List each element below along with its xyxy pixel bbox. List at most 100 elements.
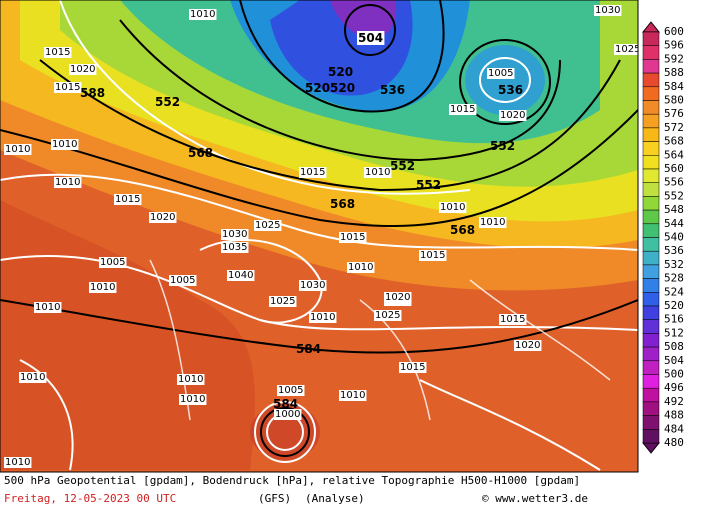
label-box bbox=[114, 194, 142, 205]
label-box bbox=[179, 394, 207, 405]
scale-label: 516 bbox=[664, 313, 684, 326]
scale-label: 564 bbox=[664, 148, 684, 161]
scale-box bbox=[642, 168, 660, 183]
scale-label: 584 bbox=[664, 80, 684, 93]
footer-run: (Analyse) bbox=[305, 492, 365, 505]
scale-label: 536 bbox=[664, 244, 684, 257]
scale-label: 480 bbox=[664, 436, 684, 449]
geopotential-label: 552 bbox=[490, 139, 515, 153]
scale-box bbox=[642, 278, 660, 293]
label-box bbox=[299, 280, 327, 291]
label-box bbox=[487, 68, 515, 79]
label-box bbox=[374, 310, 402, 321]
map-frame bbox=[0, 0, 639, 473]
scale-box bbox=[642, 209, 660, 225]
scale-box bbox=[642, 292, 660, 307]
scale-box bbox=[642, 250, 660, 266]
geopotential-label: 584 bbox=[273, 397, 298, 411]
scale-label: 524 bbox=[664, 285, 684, 298]
footer-credit: © www.wetter3.de bbox=[482, 492, 588, 505]
label-box bbox=[44, 47, 72, 58]
pressure-label: 1030 bbox=[222, 229, 247, 240]
geopotential-label: 588 bbox=[80, 86, 105, 100]
scale-label: 500 bbox=[664, 368, 684, 381]
scale-box bbox=[642, 182, 660, 197]
scale-box bbox=[642, 196, 660, 211]
scale-label: 552 bbox=[664, 189, 684, 202]
scale-label: 592 bbox=[664, 52, 684, 65]
label-box bbox=[69, 64, 97, 75]
pressure-label: 1015 bbox=[400, 362, 425, 373]
scale-box bbox=[642, 237, 660, 252]
scale-box bbox=[642, 113, 660, 129]
pressure-label: 1015 bbox=[450, 104, 475, 115]
pressure-label: 1005 bbox=[278, 385, 303, 396]
pressure-label: 1030 bbox=[595, 5, 620, 16]
scale-arrow-bottom bbox=[641, 442, 661, 454]
scale-label: 508 bbox=[664, 340, 684, 353]
footer-model: (GFS) bbox=[258, 492, 291, 505]
scale-label: 568 bbox=[664, 135, 684, 148]
geopotential-label: 536 bbox=[498, 83, 523, 97]
pressure-label: 1010 bbox=[90, 282, 115, 293]
scale-label: 580 bbox=[664, 94, 684, 107]
label-box bbox=[277, 385, 305, 396]
scale-box bbox=[642, 360, 660, 375]
scale-box bbox=[642, 31, 660, 46]
pressure-label: 1020 bbox=[70, 64, 95, 75]
color-scale: 6005965925885845805765725685645605565525… bbox=[641, 21, 684, 454]
scale-box bbox=[642, 45, 660, 60]
label-box bbox=[89, 282, 117, 293]
pressure-label: 1010 bbox=[55, 177, 80, 188]
pressure-label: 1010 bbox=[5, 457, 30, 468]
label-box bbox=[339, 390, 367, 401]
label-box bbox=[357, 31, 385, 45]
scale-label: 588 bbox=[664, 66, 684, 79]
label-box bbox=[54, 177, 82, 188]
label-box bbox=[514, 340, 542, 351]
scale-arrow-top bbox=[641, 21, 661, 33]
pressure-label: 1040 bbox=[228, 270, 253, 281]
pressure-label: 1005 bbox=[488, 68, 513, 79]
scale-label: 504 bbox=[664, 354, 684, 367]
pressure-label: 1015 bbox=[115, 194, 140, 205]
label-box bbox=[54, 82, 82, 93]
label-box bbox=[439, 202, 467, 213]
pressure-label: 1010 bbox=[20, 372, 45, 383]
label-box bbox=[449, 104, 477, 115]
pressure-label: 1015 bbox=[300, 167, 325, 178]
pressure-label: 1010 bbox=[5, 144, 30, 155]
scale-label: 488 bbox=[664, 409, 684, 422]
scale-label: 560 bbox=[664, 162, 684, 175]
pressure-label: 1020 bbox=[500, 110, 525, 121]
scale-box bbox=[642, 333, 660, 348]
pressure-label: 1025 bbox=[615, 44, 640, 55]
geopotential-label: 552 bbox=[416, 178, 441, 192]
pressure-label: 1015 bbox=[420, 250, 445, 261]
scale-label: 496 bbox=[664, 381, 684, 394]
label-box bbox=[254, 220, 282, 231]
pressure-label: 1025 bbox=[375, 310, 400, 321]
label-box bbox=[227, 270, 255, 281]
scale-label: 492 bbox=[664, 395, 684, 408]
pressure-label: 1005 bbox=[170, 275, 195, 286]
geopotential-label: 520 bbox=[328, 65, 353, 79]
scale-box bbox=[642, 319, 660, 334]
label-box bbox=[384, 292, 412, 303]
footer-description: 500 hPa Geopotential [gpdam], Bodendruck… bbox=[4, 474, 580, 487]
label-box bbox=[221, 242, 249, 253]
label-box bbox=[51, 139, 79, 150]
pressure-label: 1020 bbox=[385, 292, 410, 303]
scale-label: 512 bbox=[664, 326, 684, 339]
pressure-label: 1030 bbox=[300, 280, 325, 291]
scale-label: 548 bbox=[664, 203, 684, 216]
geopotential-label: 568 bbox=[330, 197, 355, 211]
geopotential-label: 520520 bbox=[305, 81, 355, 95]
pressure-label: 1015 bbox=[340, 232, 365, 243]
pressure-label: 1010 bbox=[190, 9, 215, 20]
scale-box bbox=[642, 415, 660, 430]
scale-label: 600 bbox=[664, 25, 684, 38]
label-box bbox=[99, 257, 127, 268]
scale-label: 596 bbox=[664, 39, 684, 52]
